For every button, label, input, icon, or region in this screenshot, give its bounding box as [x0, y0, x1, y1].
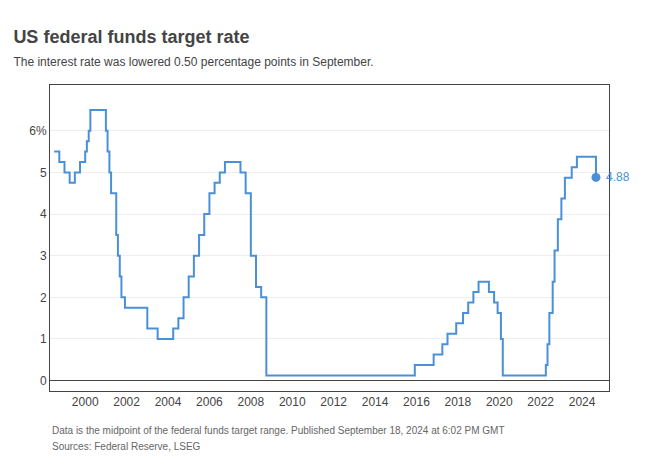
svg-text:4: 4	[40, 207, 47, 221]
svg-text:4.88: 4.88	[606, 170, 630, 184]
svg-text:2020: 2020	[486, 395, 513, 409]
svg-text:1: 1	[40, 332, 47, 346]
svg-text:2022: 2022	[527, 395, 554, 409]
svg-text:US federal funds target rate: US federal funds target rate	[13, 27, 249, 47]
svg-text:2016: 2016	[403, 395, 430, 409]
svg-text:2018: 2018	[445, 395, 472, 409]
svg-text:2: 2	[40, 291, 47, 305]
svg-text:3: 3	[40, 249, 47, 263]
svg-text:2006: 2006	[196, 395, 223, 409]
svg-text:Sources: Federal Reserve, LSEG: Sources: Federal Reserve, LSEG	[52, 441, 201, 452]
svg-text:2004: 2004	[155, 395, 182, 409]
svg-text:2000: 2000	[72, 395, 99, 409]
svg-text:2012: 2012	[320, 395, 347, 409]
svg-text:2014: 2014	[362, 395, 389, 409]
svg-text:2010: 2010	[279, 395, 306, 409]
svg-text:The interest rate was lowered: The interest rate was lowered 0.50 perce…	[13, 55, 373, 69]
svg-text:Data is the midpoint of the fe: Data is the midpoint of the federal fund…	[52, 425, 505, 436]
svg-text:2024: 2024	[569, 395, 596, 409]
svg-text:2008: 2008	[237, 395, 264, 409]
svg-text:5: 5	[40, 166, 47, 180]
svg-text:2002: 2002	[113, 395, 140, 409]
svg-text:6%: 6%	[29, 124, 47, 138]
svg-text:0: 0	[40, 374, 47, 388]
